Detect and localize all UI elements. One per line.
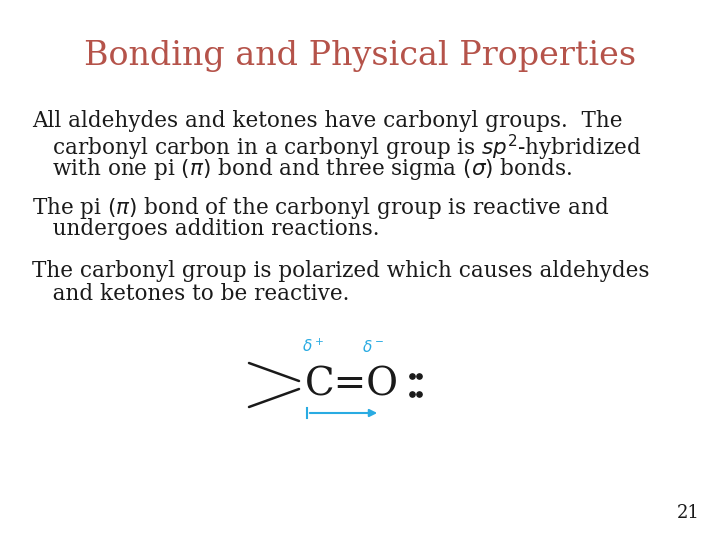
Text: 21: 21 (677, 504, 700, 522)
Text: carbonyl carbon in a carbonyl group is $\mathit{sp}^{2}$-hybridized: carbonyl carbon in a carbonyl group is $… (32, 133, 642, 163)
Text: undergoes addition reactions.: undergoes addition reactions. (32, 218, 379, 240)
Text: with one pi $(\pi)$ bond and three sigma $(\sigma)$ bonds.: with one pi $(\pi)$ bond and three sigma… (32, 156, 572, 182)
Text: $\delta^-$: $\delta^-$ (362, 339, 384, 355)
Text: The pi $(\pi)$ bond of the carbonyl group is reactive and: The pi $(\pi)$ bond of the carbonyl grou… (32, 195, 609, 221)
Text: and ketones to be reactive.: and ketones to be reactive. (32, 283, 349, 305)
Text: $\delta^+$: $\delta^+$ (302, 338, 324, 355)
Text: The carbonyl group is polarized which causes aldehydes: The carbonyl group is polarized which ca… (32, 260, 649, 282)
Text: All aldehydes and ketones have carbonyl groups.  The: All aldehydes and ketones have carbonyl … (32, 110, 623, 132)
Text: C=O: C=O (305, 367, 399, 403)
Text: Bonding and Physical Properties: Bonding and Physical Properties (84, 40, 636, 72)
